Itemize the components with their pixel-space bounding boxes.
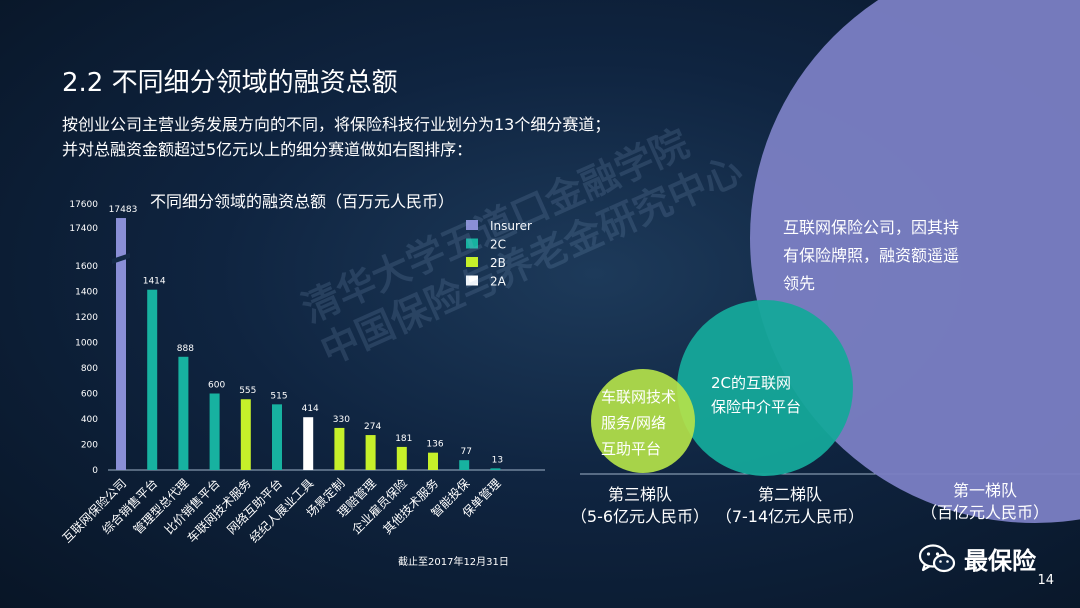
bar	[178, 356, 189, 470]
bar-value-label: 274	[364, 422, 381, 432]
brand: 最保险	[918, 541, 1036, 576]
bubble-chart: 互联网保险公司，因其持有保险牌照，融资额遥遥领先 2C的互联网保险中介平台车联网技…	[580, 0, 1080, 526]
axis-break-mark	[112, 253, 130, 264]
bar-value-label: 13	[492, 455, 503, 465]
bar-value-label: 414	[302, 404, 319, 414]
bar-value-label: 515	[270, 391, 287, 401]
bar	[459, 460, 470, 470]
bar-value-label: 77	[460, 447, 471, 457]
bar	[396, 446, 407, 470]
bar	[147, 289, 158, 470]
bubble-tier-1-text: 互联网保险公司，因其持有保险牌照，融资额遥遥领先	[783, 218, 959, 293]
wechat-icon	[918, 543, 956, 572]
y-tick-label: 1600	[75, 262, 98, 272]
legend-swatch	[466, 220, 478, 230]
legend-swatch	[466, 275, 478, 286]
y-tick-label: 400	[81, 415, 98, 425]
bar-value-label: 888	[177, 344, 194, 354]
bar	[303, 417, 314, 470]
y-tick-label: 200	[81, 441, 98, 451]
y-tick-label: 17600	[69, 200, 98, 210]
y-tick-label: 0	[92, 466, 98, 476]
legend-label: 2C	[490, 238, 506, 252]
bar	[490, 468, 501, 470]
legend-label: 2A	[490, 275, 507, 289]
slide-title: 2.2 不同细分领域的融资总额	[62, 68, 398, 98]
bar	[334, 427, 345, 470]
bar	[116, 218, 126, 470]
bar-value-label: 600	[208, 381, 225, 391]
bar-value-label: 1414	[143, 277, 166, 287]
bar-value-label: 555	[239, 386, 256, 396]
bar	[209, 393, 220, 470]
y-tick-label: 17400	[69, 224, 98, 234]
legend-swatch	[466, 257, 478, 267]
bar-value-label: 181	[395, 434, 412, 444]
brand-name: 最保险	[964, 547, 1036, 575]
tier-2-label: 第二梯队（7-14亿元人民币）	[716, 485, 864, 526]
bubble-tier-3-text: 车联网技术服务/网络互助平台	[601, 388, 676, 458]
bubble-tier-2	[677, 300, 853, 476]
legend-label: Insurer	[490, 219, 532, 233]
footnote: 截止至2017年12月31日	[398, 557, 509, 568]
bar	[365, 435, 376, 470]
bar	[240, 399, 251, 470]
legend-label: 2B	[490, 256, 506, 270]
tier-3-label: 第三梯队（5-6亿元人民币）	[580, 485, 709, 526]
bubble-tier-3	[591, 369, 695, 473]
bar	[272, 404, 282, 470]
bar-value-label: 17483	[109, 205, 138, 215]
bar-chart: 0 200 400 600 800 1000 1200 1400 1600 17400 17600 1…	[59, 200, 545, 546]
bubble-tier-2-text: 2C的互联网保险中介平台	[711, 374, 801, 416]
y-tick-label: 1200	[75, 313, 98, 323]
y-tick-label: 1000	[75, 339, 98, 349]
legend-swatch	[466, 238, 478, 249]
y-tick-label: 600	[81, 390, 98, 400]
bar-value-label: 136	[426, 440, 443, 450]
y-tick-label: 1400	[75, 288, 98, 298]
y-tick-label: 800	[81, 364, 98, 374]
tier-1-label: 第一梯队（百亿元人民币）	[921, 481, 1049, 522]
bar	[428, 452, 438, 470]
intro-text: 按创业公司主营业务发展方向的不同，将保险科技行业划分为13个细分赛道；并对总融资…	[62, 115, 611, 159]
bar-value-label: 330	[333, 415, 350, 425]
bar-chart-title: 不同细分领域的融资总额（百万元人民币）	[150, 192, 455, 211]
page-number: 14	[1037, 573, 1054, 588]
